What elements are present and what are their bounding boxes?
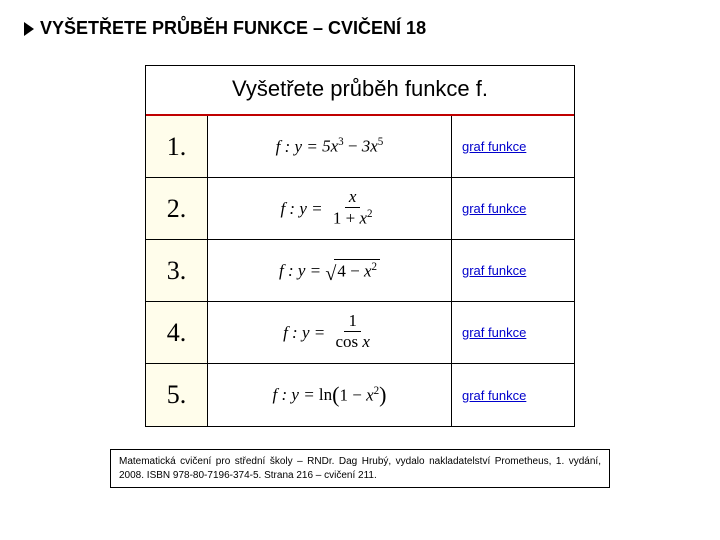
formula-prefix: f : y =	[276, 137, 318, 157]
table-title: Vyšetřete průběh funkce f.	[146, 66, 574, 116]
formula-cell: f : y = 5x3 − 3x5	[208, 116, 452, 177]
formula-body: 5x3 − 3x5	[322, 136, 383, 157]
link-cell: graf funkce	[452, 240, 574, 301]
table-row: 2. f : y = x 1 + x2 graf funkce	[146, 178, 574, 240]
row-number: 1.	[146, 116, 208, 177]
row-number: 5.	[146, 364, 208, 426]
fraction: x 1 + x2	[329, 188, 377, 229]
link-cell: graf funkce	[452, 116, 574, 177]
row-number: 4.	[146, 302, 208, 363]
graph-link[interactable]: graf funkce	[462, 263, 526, 278]
formula-prefix: f : y =	[273, 385, 315, 405]
citation-box: Matematická cvičení pro střední školy – …	[110, 449, 610, 488]
formula-cell: f : y = √ 4 − x2	[208, 240, 452, 301]
graph-link[interactable]: graf funkce	[462, 388, 526, 403]
page-header: VYŠETŘETE PRŮBĚH FUNKCE – CVIČENÍ 18	[0, 0, 720, 39]
table-row: 1. f : y = 5x3 − 3x5 graf funkce	[146, 116, 574, 178]
graph-link[interactable]: graf funkce	[462, 325, 526, 340]
formula-cell: f : y = x 1 + x2	[208, 178, 452, 239]
page-title: VYŠETŘETE PRŮBĚH FUNKCE – CVIČENÍ 18	[40, 18, 426, 39]
link-cell: graf funkce	[452, 178, 574, 239]
formula-prefix: f : y =	[283, 323, 325, 343]
row-number: 3.	[146, 240, 208, 301]
link-cell: graf funkce	[452, 302, 574, 363]
table-row: 5. f : y = ln ( 1 − x2 ) graf funkce	[146, 364, 574, 426]
ln-arg: 1 − x2	[339, 385, 379, 406]
formula-cell: f : y = 1 cos x	[208, 302, 452, 363]
table-row: 3. f : y = √ 4 − x2 graf funkce	[146, 240, 574, 302]
fraction: 1 cos x	[331, 312, 373, 352]
formula-cell: f : y = ln ( 1 − x2 )	[208, 364, 452, 426]
table-row: 4. f : y = 1 cos x graf funkce	[146, 302, 574, 364]
triangle-right-icon	[24, 22, 34, 36]
formula-prefix: f : y =	[279, 261, 321, 281]
square-root: √ 4 − x2	[325, 259, 380, 282]
formula-prefix: f : y =	[280, 199, 322, 219]
link-cell: graf funkce	[452, 364, 574, 426]
graph-link[interactable]: graf funkce	[462, 139, 526, 154]
graph-link[interactable]: graf funkce	[462, 201, 526, 216]
exercise-table: Vyšetřete průběh funkce f. 1. f : y = 5x…	[145, 65, 575, 427]
row-number: 2.	[146, 178, 208, 239]
